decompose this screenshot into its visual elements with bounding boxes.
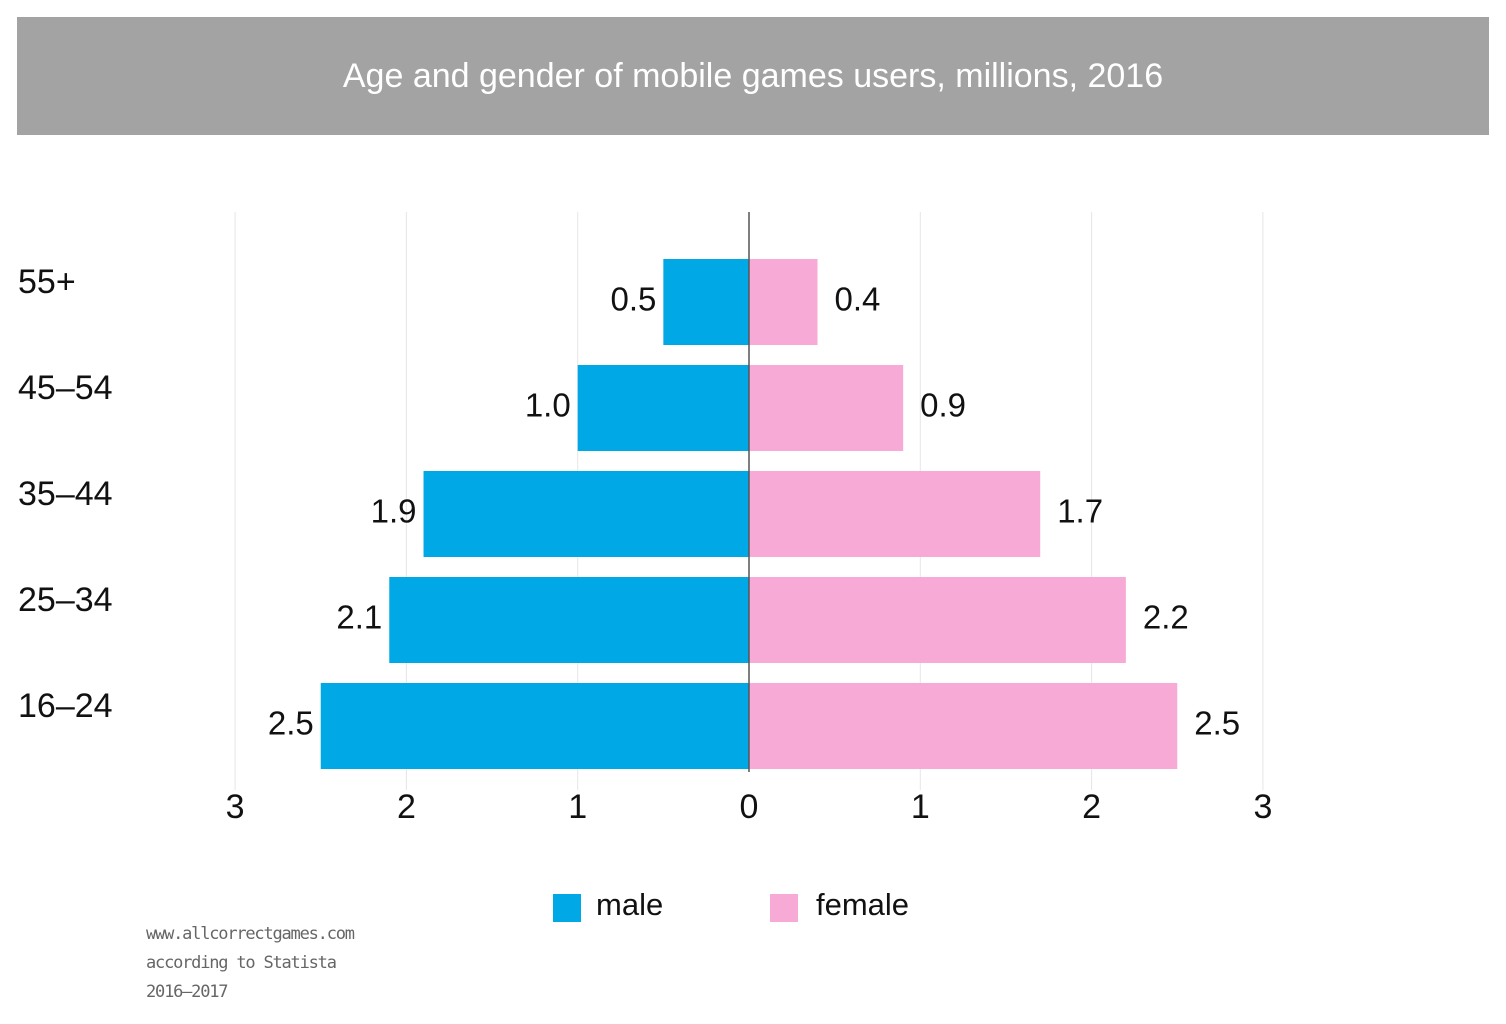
source-years: 2016–2017 xyxy=(146,982,229,1002)
chart-title-bar: Age and gender of mobile games users, mi… xyxy=(17,17,1489,135)
source-attribution: according to Statista xyxy=(146,953,337,973)
x-tick-label-5: 2 xyxy=(1082,788,1101,826)
data-label-male-3: 2.1 xyxy=(336,599,382,636)
bar-male-4 xyxy=(320,683,749,769)
bar-male-3 xyxy=(389,577,749,663)
bar-female-2 xyxy=(749,471,1041,557)
data-label-male-0: 0.5 xyxy=(610,281,656,318)
bar-female-4 xyxy=(749,683,1178,769)
data-label-female-4: 2.5 xyxy=(1194,705,1240,742)
x-tick-label-4: 1 xyxy=(911,788,930,826)
category-label-2: 35–44 xyxy=(18,475,113,513)
bar-female-0 xyxy=(749,259,818,345)
x-tick-label-0: 3 xyxy=(226,788,245,826)
source-url: www.allcorrectgames.com xyxy=(146,924,355,944)
data-label-male-4: 2.5 xyxy=(268,705,314,742)
legend-swatch-male xyxy=(553,894,581,922)
category-label-0: 55+ xyxy=(18,263,76,301)
category-label-3: 25–34 xyxy=(18,581,113,619)
data-label-male-2: 1.9 xyxy=(371,493,417,530)
data-label-male-1: 1.0 xyxy=(525,387,571,424)
x-tick-label-6: 3 xyxy=(1253,788,1272,826)
data-label-female-1: 0.9 xyxy=(920,387,966,424)
legend-swatch-female xyxy=(770,894,798,922)
x-tick-label-2: 1 xyxy=(568,788,587,826)
bar-female-1 xyxy=(749,365,904,451)
x-tick-label-1: 2 xyxy=(397,788,416,826)
chart-title: Age and gender of mobile games users, mi… xyxy=(342,56,1164,95)
data-label-female-0: 0.4 xyxy=(835,281,881,318)
bar-male-0 xyxy=(663,259,749,345)
x-tick-label-3: 0 xyxy=(740,788,759,826)
legend: male female xyxy=(0,885,1506,929)
category-label-1: 45–54 xyxy=(18,369,113,407)
legend-label-male: male xyxy=(596,887,664,922)
data-label-female-3: 2.2 xyxy=(1143,599,1189,636)
bar-male-2 xyxy=(423,471,749,557)
data-label-female-2: 1.7 xyxy=(1057,493,1103,530)
category-label-4: 16–24 xyxy=(18,687,113,725)
legend-label-female: female xyxy=(816,887,910,922)
source-note: www.allcorrectgames.com according to Sta… xyxy=(146,920,355,1007)
bar-male-1 xyxy=(577,365,749,451)
bar-female-3 xyxy=(749,577,1126,663)
